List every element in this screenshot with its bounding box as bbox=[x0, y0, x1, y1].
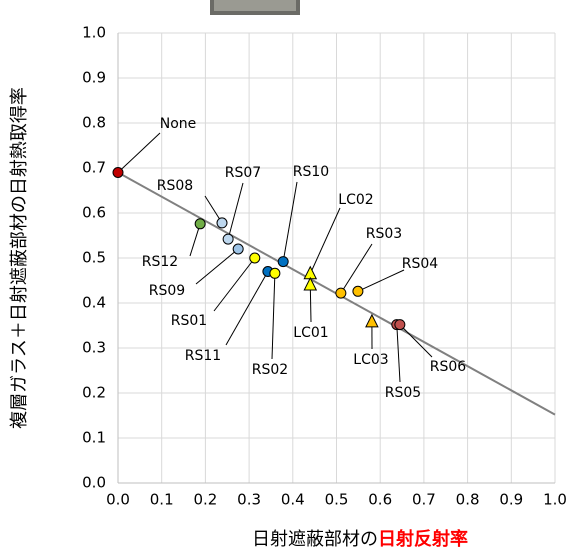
leader-line bbox=[341, 244, 372, 293]
point-label: RS04 bbox=[402, 256, 439, 272]
leader-line bbox=[226, 272, 268, 346]
leader-line bbox=[310, 208, 340, 274]
x-tick-label: 0.7 bbox=[412, 491, 436, 509]
point bbox=[195, 219, 205, 229]
x-tick-label: 0.2 bbox=[193, 491, 217, 509]
point-label: RS08 bbox=[157, 178, 193, 194]
leader-line bbox=[228, 183, 243, 239]
point bbox=[270, 268, 280, 278]
leader-line bbox=[272, 273, 275, 359]
point-label: RS09 bbox=[149, 283, 185, 299]
y-tick-label: 0.5 bbox=[82, 249, 106, 267]
point-label: RS10 bbox=[293, 164, 329, 180]
x-tick-label: 0.1 bbox=[150, 491, 174, 509]
point-label: LC01 bbox=[293, 325, 328, 341]
x-tick-label: 0.0 bbox=[106, 491, 130, 509]
point-label: RS12 bbox=[142, 254, 178, 270]
y-axis-label: 複層ガラス＋日射遮蔽部材の日射熱取得率 bbox=[9, 87, 30, 429]
leader-line bbox=[196, 249, 238, 284]
x-tick-label: 0.5 bbox=[325, 491, 349, 509]
point-label: RS07 bbox=[225, 165, 261, 181]
x-tick-label: 0.6 bbox=[368, 491, 392, 509]
y-tick-label: 0.3 bbox=[82, 339, 106, 357]
point bbox=[217, 218, 227, 228]
point-label: RS03 bbox=[366, 226, 402, 242]
y-tick-label: 0.8 bbox=[82, 114, 106, 132]
leader-line bbox=[310, 285, 311, 322]
leader-line bbox=[283, 182, 297, 262]
x-tick-label: 0.3 bbox=[237, 491, 261, 509]
point-label: RS11 bbox=[185, 348, 221, 364]
point bbox=[113, 168, 123, 178]
photo-fragment bbox=[214, 0, 296, 11]
point-label: RS01 bbox=[171, 313, 207, 329]
y-tick-label: 0.6 bbox=[82, 204, 106, 222]
point-label: RS02 bbox=[252, 362, 288, 378]
y-tick-label: 0.4 bbox=[82, 294, 106, 312]
y-tick-label: 0.9 bbox=[82, 69, 106, 87]
x-tick-label: 0.4 bbox=[281, 491, 305, 509]
x-tick-label: 0.9 bbox=[499, 491, 523, 509]
point bbox=[336, 288, 346, 298]
x-label-highlight: 日射反射率 bbox=[378, 528, 468, 550]
chart: 日射遮蔽部材の日射反射率 複層ガラス＋日射遮蔽部材の日射熱取得率 0.0 0.1 0… bbox=[0, 0, 579, 558]
point-label: RS06 bbox=[430, 359, 467, 375]
x-label-main: 日射遮蔽部材の bbox=[252, 529, 378, 550]
x-axis-label: 日射遮蔽部材の日射反射率 bbox=[252, 528, 468, 550]
y-tick-label: 1.0 bbox=[82, 24, 106, 42]
y-tick-label: 0.7 bbox=[82, 159, 106, 177]
leader-line bbox=[358, 270, 404, 291]
x-tick-label: 1.0 bbox=[543, 491, 567, 509]
point bbox=[366, 315, 378, 327]
point bbox=[223, 234, 233, 244]
y-tick-label: 0.0 bbox=[82, 474, 106, 492]
point bbox=[304, 278, 316, 290]
point bbox=[278, 257, 288, 267]
y-tick-label: 0.2 bbox=[82, 384, 106, 402]
point-label: LC02 bbox=[338, 192, 373, 208]
point-label: LC03 bbox=[353, 352, 388, 368]
point bbox=[233, 244, 243, 254]
leader-line bbox=[397, 325, 400, 382]
point-label: None bbox=[160, 116, 197, 132]
x-tick-label: 0.8 bbox=[456, 491, 480, 509]
leader-line bbox=[118, 133, 160, 173]
point bbox=[250, 253, 260, 263]
y-tick-label: 0.1 bbox=[82, 429, 106, 447]
point bbox=[353, 286, 363, 296]
leader-line bbox=[400, 325, 432, 357]
point bbox=[395, 320, 405, 330]
point-label: RS05 bbox=[385, 385, 421, 401]
